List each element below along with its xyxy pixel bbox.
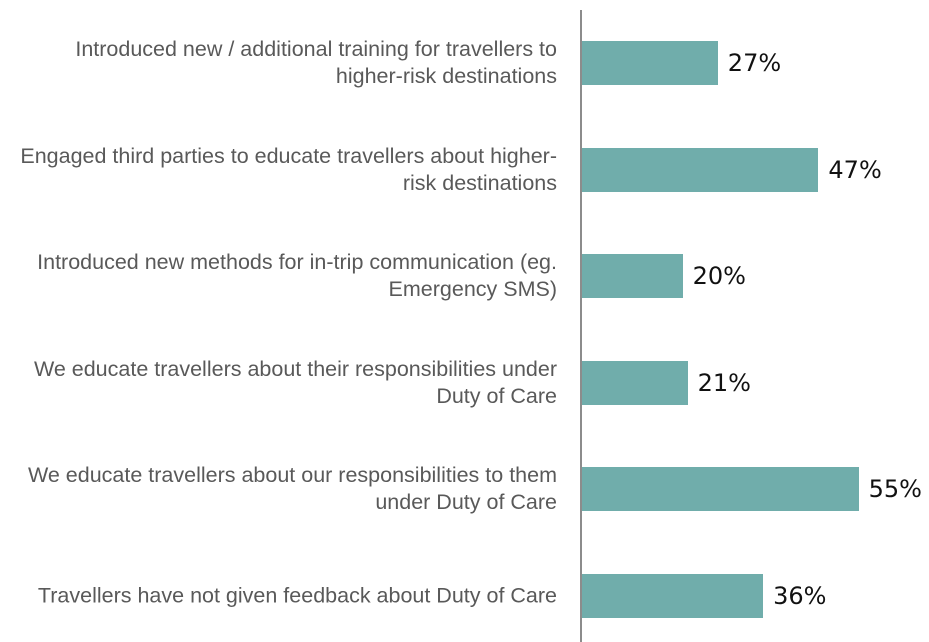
category-text: Introduced new / additional training for…	[75, 37, 557, 88]
data-label: 47%	[828, 155, 882, 184]
data-label: 36%	[773, 582, 827, 610]
category-text: We educate travellers about their respon…	[33, 356, 557, 408]
bar	[582, 254, 683, 299]
axis-line	[580, 10, 582, 642]
data-label: 21%	[697, 368, 751, 397]
category-text: Travellers have not given feedback about…	[37, 583, 557, 608]
category-text: Engaged third parties to educate travell…	[20, 143, 557, 195]
category-label: Introduced new methods for in-trip commu…	[0, 249, 557, 303]
bar	[582, 360, 688, 405]
category-text: Introduced new methods for in-trip commu…	[37, 250, 557, 302]
bar	[582, 574, 764, 618]
category-label: We educate travellers about our responsi…	[0, 462, 557, 516]
data-label: 55%	[868, 475, 922, 504]
bar	[582, 147, 819, 192]
category-label: We educate travellers about their respon…	[0, 356, 557, 410]
category-label: Introduced new / additional training for…	[0, 36, 557, 90]
data-label: 27%	[727, 49, 782, 77]
category-label: Engaged third parties to educate travell…	[0, 143, 557, 197]
bar	[582, 41, 718, 85]
bar	[582, 467, 859, 512]
category-text: We educate travellers about our responsi…	[27, 463, 557, 515]
category-label: Travellers have not given feedback about…	[0, 583, 557, 610]
data-label: 20%	[692, 262, 746, 291]
